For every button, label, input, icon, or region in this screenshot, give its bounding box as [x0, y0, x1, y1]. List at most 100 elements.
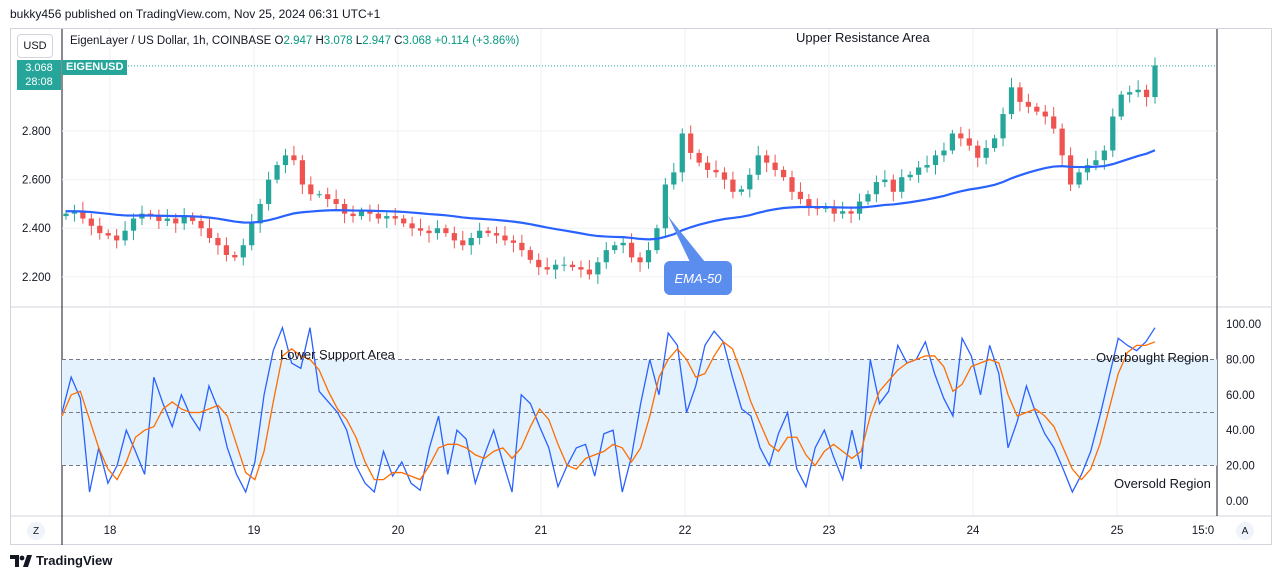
bar-countdown: 28:08 — [25, 76, 53, 88]
publish-info: bukky456 published on TradingView.com, N… — [10, 7, 381, 21]
candle-body — [764, 155, 770, 163]
close-label: C — [394, 35, 403, 47]
candle-body — [840, 211, 846, 214]
candle-body — [966, 138, 972, 146]
candle-body — [401, 218, 407, 224]
candle-body — [730, 179, 736, 192]
candle-body — [890, 179, 896, 192]
candle-body — [358, 211, 365, 217]
candle-body — [417, 228, 424, 231]
candle-body — [502, 235, 508, 241]
x-tick-label: 25 — [1111, 525, 1124, 537]
last-price: 3.068 — [25, 62, 53, 74]
z-button[interactable]: Z — [27, 522, 45, 540]
candle-body — [536, 259, 542, 268]
currency-button[interactable]: USD — [17, 34, 53, 58]
candle-body — [367, 211, 373, 214]
candle-body — [637, 257, 643, 263]
candle-body — [1143, 89, 1150, 98]
candle-body — [924, 165, 930, 168]
candle-body — [932, 155, 939, 166]
candle-body — [561, 264, 567, 266]
candle-body — [747, 174, 753, 190]
x-tick-label: 24 — [967, 525, 980, 537]
tradingview-logo-icon — [10, 554, 32, 567]
candle-body — [1025, 101, 1031, 107]
candle-body — [434, 228, 441, 234]
candle-body — [325, 194, 331, 200]
candle-body — [1051, 116, 1057, 129]
candle-body — [1093, 160, 1099, 166]
ticker-badge: EIGENUSD — [62, 60, 128, 75]
chart-frame — [10, 28, 1272, 545]
candle-body — [308, 184, 314, 195]
candle-body — [249, 223, 255, 246]
candle-body — [190, 216, 196, 221]
upper-resistance-label: Upper Resistance Area — [796, 30, 930, 45]
candle-body — [797, 191, 804, 200]
candle-body — [1059, 128, 1065, 156]
candle-body — [156, 216, 162, 221]
ema-callout-box — [664, 261, 732, 295]
candle-body — [181, 216, 187, 224]
candle-body — [941, 150, 947, 156]
candle-body — [553, 264, 559, 270]
candle-body — [612, 245, 618, 251]
candle-body — [569, 264, 576, 268]
candle-body — [232, 254, 238, 258]
candle-body — [97, 225, 103, 234]
last-price-badge: 3.068 28:08 — [17, 60, 61, 90]
candle-body — [350, 213, 356, 217]
candle-body — [603, 250, 609, 263]
stoch-d-line — [61, 340, 1156, 481]
candle-body — [873, 182, 880, 195]
candle-body — [907, 174, 913, 178]
x-tick-label: 15:0 — [1192, 525, 1214, 537]
candle-body — [409, 223, 415, 229]
candle-body — [713, 169, 719, 173]
candle-body — [1084, 165, 1091, 173]
candle-body — [384, 216, 390, 219]
candle-body — [80, 211, 86, 219]
candle-body — [426, 230, 432, 234]
high-value: 3.078 — [323, 35, 353, 47]
stoch-y-tick-label: 0.00 — [1226, 496, 1248, 508]
x-tick-label: 19 — [248, 525, 261, 537]
candle-body — [71, 211, 78, 214]
candle-body — [865, 194, 871, 202]
candle-body — [755, 155, 761, 175]
candle-body — [460, 240, 466, 246]
candle-body — [1017, 87, 1023, 102]
candle-body — [527, 250, 533, 260]
candle-body — [1110, 116, 1116, 151]
candle-body — [443, 228, 449, 234]
symbol-name: EigenLayer / US Dollar, 1h, COINBASE — [70, 35, 272, 47]
candle-body — [341, 203, 348, 214]
candle-body — [206, 228, 213, 238]
x-tick-label: 21 — [535, 525, 548, 537]
candle-body — [595, 262, 601, 275]
candle-body — [882, 179, 888, 183]
candle-body — [223, 245, 230, 255]
candle-body — [645, 250, 652, 263]
candle-body — [392, 216, 398, 219]
symbol-legend: EigenLayer / US Dollar, 1h, COINBASE O2.… — [70, 35, 519, 47]
candle-body — [105, 233, 111, 236]
ema-callout-pointer — [668, 216, 705, 262]
high-label: H — [315, 35, 324, 47]
stoch-k-line — [61, 325, 1156, 494]
close-value: 3.068 — [402, 35, 432, 47]
candle-body — [975, 145, 981, 158]
candle-body — [586, 269, 593, 275]
candle-body — [772, 162, 778, 170]
candle-body — [257, 203, 263, 224]
candle-body — [477, 230, 483, 238]
candle-body — [1042, 111, 1048, 117]
a-button[interactable]: A — [1236, 522, 1254, 540]
candle-body — [1008, 87, 1015, 115]
tradingview-logo[interactable]: TradingView — [10, 553, 112, 568]
x-tick-label: 20 — [392, 525, 405, 537]
ema-callout-label: EMA-50 — [675, 271, 723, 286]
x-tick-label: 18 — [104, 525, 117, 537]
